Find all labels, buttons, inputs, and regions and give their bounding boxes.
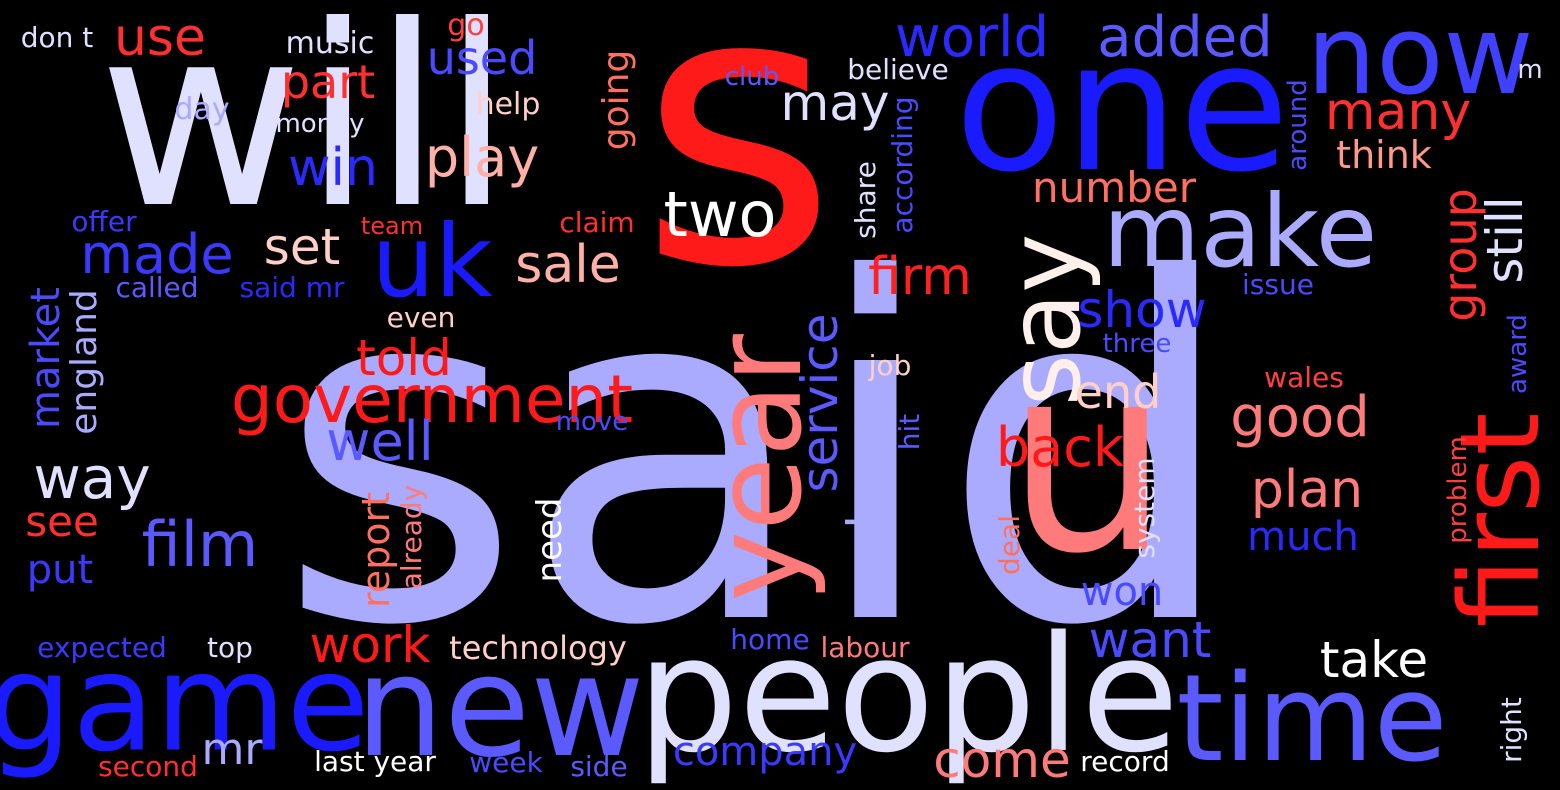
word-make: make bbox=[1102, 173, 1378, 290]
word-last-year: last year bbox=[314, 745, 436, 778]
word-won: won bbox=[1080, 569, 1164, 615]
word-even: even bbox=[386, 301, 456, 334]
word-around: around bbox=[1283, 79, 1313, 171]
word-show: show bbox=[1077, 281, 1207, 339]
word-back: back bbox=[995, 416, 1125, 479]
word-hit: hit bbox=[893, 413, 926, 451]
word-made: made bbox=[80, 223, 234, 286]
word-think: think bbox=[1336, 133, 1432, 177]
word-according: according bbox=[886, 96, 919, 234]
word-much: much bbox=[1247, 514, 1359, 560]
word-told: told bbox=[356, 329, 452, 387]
word-technology: technology bbox=[449, 629, 627, 667]
word-share: share bbox=[849, 161, 882, 239]
word-help: help bbox=[475, 87, 541, 122]
word-uk: uk bbox=[371, 203, 493, 320]
word-may: may bbox=[780, 74, 890, 132]
word-group: group bbox=[1433, 188, 1487, 322]
word-claim: claim bbox=[559, 206, 635, 239]
word-money: money bbox=[275, 109, 365, 139]
word-now: now bbox=[1306, 0, 1534, 119]
word-side: side bbox=[570, 750, 628, 783]
word-part: part bbox=[280, 55, 376, 109]
word-already: already bbox=[395, 484, 428, 590]
word-game: game bbox=[0, 624, 370, 782]
word-good: good bbox=[1230, 385, 1370, 450]
word-u: u bbox=[1005, 309, 1171, 611]
word-said: said bbox=[277, 181, 1239, 728]
word-right: right bbox=[1495, 697, 1528, 763]
word-people: people bbox=[636, 601, 1180, 788]
word-well: well bbox=[326, 410, 434, 473]
word-new: new bbox=[355, 626, 645, 789]
word-used: used bbox=[426, 31, 538, 85]
word-don-t: don t bbox=[20, 21, 94, 54]
word-s: s bbox=[639, 0, 837, 351]
word-will: will bbox=[98, 0, 512, 263]
word-still: still bbox=[1476, 196, 1534, 284]
word-second: second bbox=[98, 750, 198, 783]
word-work: work bbox=[309, 616, 431, 674]
word-want: want bbox=[1088, 611, 1212, 669]
word-job: job bbox=[868, 349, 912, 382]
word-record: record bbox=[1080, 745, 1170, 778]
word-labour: labour bbox=[820, 631, 910, 664]
word-system: system bbox=[1128, 457, 1161, 559]
word-firm: firm bbox=[868, 247, 972, 307]
word-day: day bbox=[174, 92, 230, 127]
word-england: england bbox=[64, 289, 105, 435]
word-market: market bbox=[23, 287, 69, 429]
word-two: two bbox=[663, 178, 777, 251]
word-music: music bbox=[285, 26, 375, 61]
word-film: film bbox=[141, 508, 259, 581]
word-problem: problem bbox=[1443, 436, 1473, 544]
word-club: club bbox=[724, 62, 780, 92]
word-go: go bbox=[447, 8, 485, 43]
word-win: win bbox=[288, 138, 378, 198]
word-number: number bbox=[1032, 163, 1196, 212]
word-wales: wales bbox=[1264, 361, 1344, 394]
word-called: called bbox=[115, 271, 199, 304]
word-take: take bbox=[1319, 631, 1429, 689]
word-see: see bbox=[25, 497, 99, 546]
word-deal: deal bbox=[993, 515, 1026, 575]
word-government: government bbox=[230, 361, 634, 438]
word-report: report bbox=[354, 491, 398, 609]
word-said-mr: said mr bbox=[239, 271, 345, 304]
word-use: use bbox=[113, 8, 207, 68]
word-set: set bbox=[263, 218, 341, 276]
word-believe: believe bbox=[847, 53, 949, 86]
word-home: home bbox=[730, 623, 810, 656]
word-expected: expected bbox=[37, 631, 167, 664]
word-plan: plan bbox=[1250, 460, 1364, 520]
word-many: many bbox=[1324, 82, 1472, 142]
word-end: end bbox=[1074, 365, 1162, 419]
word-added: added bbox=[1097, 5, 1273, 70]
word-one: one bbox=[954, 3, 1290, 212]
word-award: award bbox=[1503, 314, 1533, 394]
word-top: top bbox=[207, 631, 253, 664]
word-company: company bbox=[672, 729, 858, 775]
word-move: move bbox=[555, 407, 629, 437]
word-time: time bbox=[1176, 650, 1448, 789]
word-team: team bbox=[360, 212, 424, 240]
word-issue: issue bbox=[1242, 268, 1314, 301]
word-come: come bbox=[933, 731, 1071, 789]
word-mr: mr bbox=[201, 724, 263, 775]
word-way: way bbox=[33, 444, 151, 512]
word-play: play bbox=[424, 126, 540, 189]
word-three: three bbox=[1102, 329, 1172, 359]
word-player: player bbox=[837, 403, 895, 561]
word-world: world bbox=[894, 5, 1050, 70]
word-week: week bbox=[469, 746, 543, 779]
word-need: need bbox=[530, 497, 570, 583]
word-sale: sale bbox=[515, 235, 621, 295]
word-offer: offer bbox=[71, 205, 137, 238]
word-put: put bbox=[26, 547, 94, 593]
word-going: going bbox=[596, 49, 637, 151]
word-m: m bbox=[1517, 55, 1543, 85]
